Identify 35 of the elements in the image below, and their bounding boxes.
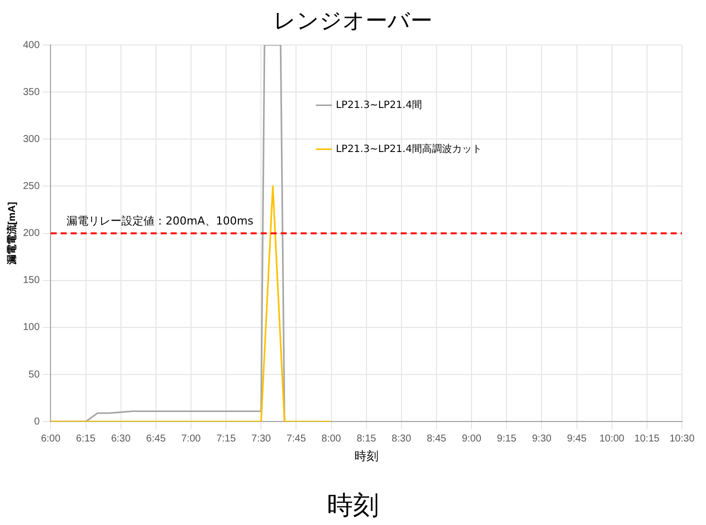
ref-line-label: 漏電リレー設定値：200mA、100ms — [66, 214, 254, 228]
y-tick-label: 50 — [28, 369, 40, 380]
chart-title: レンジオーバー — [272, 8, 434, 36]
text: 時刻 — [326, 490, 380, 523]
y-tick-label: 250 — [22, 180, 40, 192]
y-tick-label: 0 — [34, 416, 40, 428]
x-tick-label: 6:30 — [111, 433, 131, 444]
y-tick-label: 200 — [22, 228, 40, 240]
x-tick-label: 8:45 — [426, 433, 447, 444]
x-tick-label: 7:30 — [251, 433, 272, 444]
x-tick-label: 7:15 — [216, 433, 236, 444]
x-tick-label: 6:45 — [146, 433, 166, 444]
x-tick-label: 7:45 — [286, 433, 306, 444]
y-tick-label: 400 — [22, 40, 40, 51]
x-tick-label: 10:15 — [634, 433, 660, 444]
x-tick-label: 6:00 — [40, 433, 61, 444]
x-axis-title: 時刻 — [354, 449, 378, 464]
y-tick-label: 350 — [22, 86, 40, 98]
x-tick-label: 9:00 — [462, 433, 482, 444]
x-tick-label: 10:30 — [669, 433, 695, 444]
y-tick-label: 300 — [22, 134, 40, 145]
x-tick-label: 9:30 — [532, 433, 552, 444]
x-tick-label: 8:30 — [392, 433, 412, 444]
y-axis-title: 漏電電流[mA] — [6, 202, 18, 266]
legend-label: LP21.3~LP21.4間高調波カット — [336, 142, 482, 155]
x-tick-label: 7:00 — [181, 433, 202, 444]
legend-label: LP21.3~LP21.4間 — [336, 100, 422, 111]
x-tick-label: 10:00 — [599, 433, 625, 444]
x-tick-label: 8:00 — [322, 433, 342, 444]
x-tick-label: 6:15 — [76, 433, 96, 444]
x-tick-label: 8:15 — [356, 433, 377, 444]
x-tick-label: 9:45 — [567, 433, 587, 444]
y-tick-label: 100 — [22, 322, 40, 334]
y-tick-label: 150 — [22, 275, 40, 286]
x-tick-label: 9:15 — [496, 433, 517, 444]
